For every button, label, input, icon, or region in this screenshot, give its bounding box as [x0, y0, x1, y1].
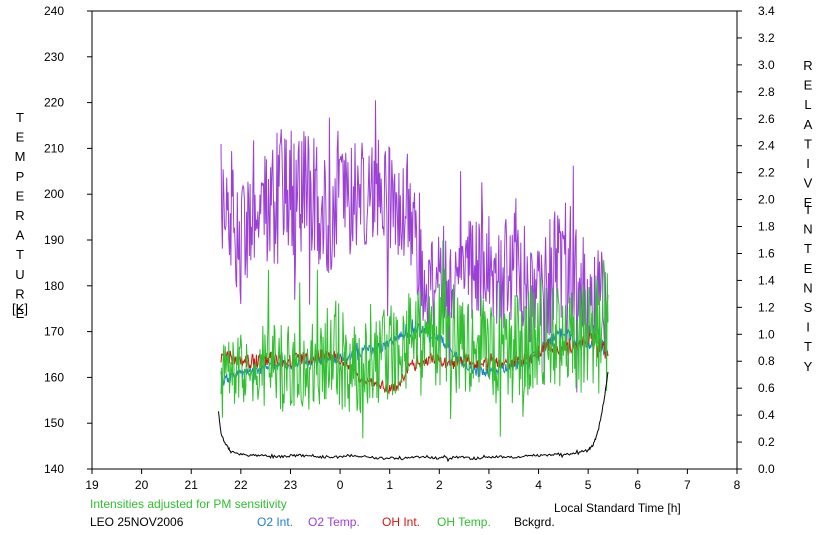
legend-item-oh-temp: OH Temp.	[437, 515, 491, 529]
y-right-title-letter: N	[803, 222, 812, 237]
y-right-title-letter: E	[804, 78, 813, 93]
legend-item-oh-int: OH Int.	[382, 515, 421, 529]
x-tick-label: 19	[85, 478, 99, 492]
x-tick-label: 21	[185, 478, 199, 492]
y-right-tick-label: 0.2	[758, 435, 775, 449]
y-right-title-letter: R	[803, 58, 812, 73]
series-layer	[218, 100, 609, 463]
y-right-tick-label: 3.2	[758, 31, 775, 45]
y-right-tick-label: 1.6	[758, 246, 775, 260]
y-left-title-letter: U	[15, 267, 24, 282]
y-right-title-letter: S	[804, 300, 813, 315]
y-right-tick-label: 2.2	[758, 166, 775, 180]
x-tick-label: 1	[386, 478, 393, 492]
plot-frame	[91, 10, 738, 470]
y-right-tick-label: 2.4	[758, 139, 775, 153]
y-right-title-letter: E	[804, 195, 813, 210]
y-right-tick-label: 1.2	[758, 300, 775, 314]
x-axis-label: Local Standard Time [h]	[554, 501, 681, 515]
y-left-tick-label: 200	[44, 187, 64, 201]
y-left-tick-label: 190	[44, 233, 64, 247]
y-right-title-letter: Y	[804, 359, 813, 374]
x-tick-label: 4	[535, 478, 542, 492]
y-right-tick-label: 0.0	[758, 462, 775, 476]
y-right-title-letter: E	[804, 261, 813, 276]
y-left-title-letter: A	[16, 228, 25, 243]
legend-item-o2-int: O2 Int.	[257, 515, 294, 529]
y-right-title-letter: V	[804, 176, 813, 191]
y-right-tick-label: 2.8	[758, 85, 775, 99]
y-right-title-letter: I	[806, 156, 810, 171]
plot-border	[91, 10, 738, 470]
y-right-tick-label: 1.0	[758, 327, 775, 341]
y-left-tick-label: 150	[44, 416, 64, 430]
y-right-title-letter: T	[804, 241, 812, 256]
y-left-title-letter: E	[16, 130, 25, 145]
y-left-title-letter: M	[15, 149, 26, 164]
y-right-tick-label: 0.4	[758, 408, 775, 422]
x-tick-label: 22	[234, 478, 248, 492]
y-left-tick-label: 170	[44, 325, 64, 339]
legend-item-o2-temp: O2 Temp.	[308, 515, 360, 529]
axes-layer: 19 20 21 22 23 0 1 2 3 4 5 6 7 8140150160170180190200…	[12, 4, 813, 492]
y-right-title-letter: T	[804, 339, 812, 354]
y-left-title-letter: T	[16, 247, 24, 262]
x-tick-label: 6	[634, 478, 641, 492]
y-right-title-letter: I	[806, 320, 810, 335]
y-right-tick-label: 1.8	[758, 220, 775, 234]
legend-item-bckgrd: Bckgrd.	[514, 515, 555, 529]
y-left-tick-label: 140	[44, 462, 64, 476]
y-right-tick-label: 0.6	[758, 381, 775, 395]
y-left-tick-label: 180	[44, 279, 64, 293]
y-right-title-letter: L	[804, 97, 811, 112]
x-tick-label: 7	[684, 478, 691, 492]
y-right-tick-label: 2.0	[758, 193, 775, 207]
y-left-title-letter: T	[16, 110, 24, 125]
x-tick-label: 5	[585, 478, 592, 492]
series-o2-temp	[220, 100, 609, 393]
x-tick-label: 20	[135, 478, 149, 492]
y-right-title-letter: N	[803, 280, 812, 295]
x-tick-label: 23	[284, 478, 298, 492]
y-right-tick-label: 1.4	[758, 273, 775, 287]
y-right-title-letter: T	[804, 136, 812, 151]
y-left-title-letter: P	[16, 169, 25, 184]
y-right-tick-label: 0.8	[758, 354, 775, 368]
x-tick-label: 3	[486, 478, 493, 492]
x-tick-label: 8	[734, 478, 741, 492]
y-left-title-letter: E	[16, 188, 25, 203]
y-left-tick-label: 230	[44, 50, 64, 64]
y-right-tick-label: 3.4	[758, 4, 775, 18]
y-left-tick-label: 160	[44, 370, 64, 384]
y-left-tick-label: 240	[44, 4, 64, 18]
y-left-tick-label: 220	[44, 96, 64, 110]
y-left-title-letter: E	[16, 306, 25, 321]
y-right-title-letter: A	[804, 117, 813, 132]
series-bckgrd	[218, 371, 609, 463]
station-date: LEO 25NOV2006	[90, 515, 184, 529]
sensitivity-note: Intensities adjusted for PM sensitivity	[90, 497, 287, 511]
y-right-tick-label: 3.0	[758, 58, 775, 72]
series-oh-temp	[220, 240, 609, 439]
y-left-title-letter: R	[15, 208, 24, 223]
y-right-title-letter: I	[806, 202, 810, 217]
y-left-tick-label: 210	[44, 141, 64, 155]
x-tick-label: 0	[337, 478, 344, 492]
y-right-tick-label: 2.6	[758, 112, 775, 126]
x-tick-label: 2	[436, 478, 443, 492]
y-left-title-letter: R	[15, 286, 24, 301]
y-left-unit: [K]	[12, 301, 28, 316]
